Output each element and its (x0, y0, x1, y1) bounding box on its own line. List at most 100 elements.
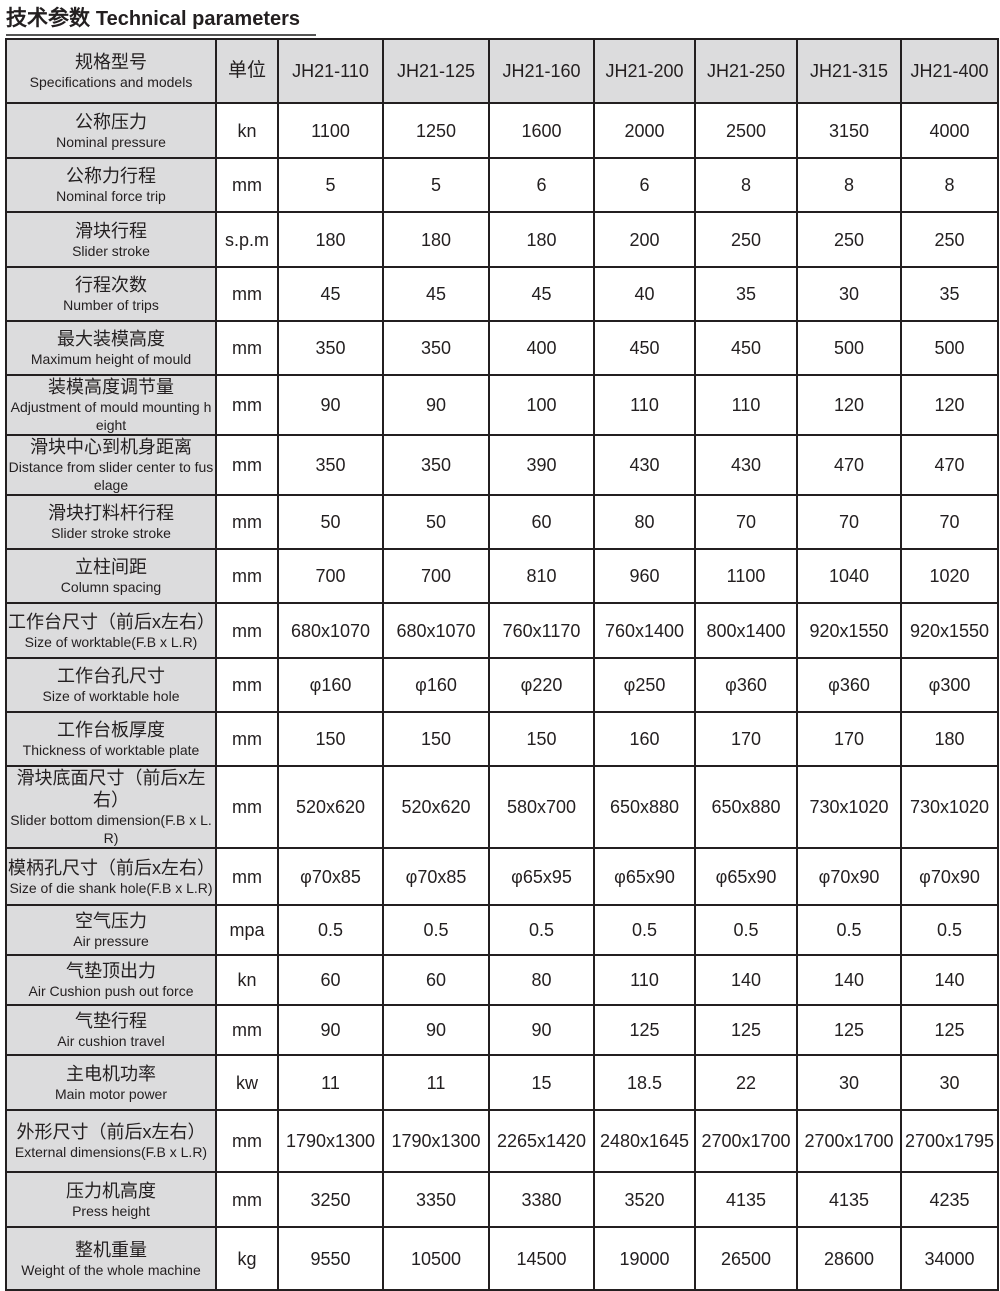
table-row: 立柱间距 Column spacing mm 700 700 810 960 1100 1040… (5, 548, 999, 604)
param-name-en: Distance from slider center to fuselage (8, 459, 214, 493)
param-name-en: Weight of the whole machine (21, 1261, 201, 1278)
param-name-zh: 工作台板厚度 (57, 720, 165, 740)
param-value: 0.5 (488, 904, 595, 956)
param-unit: mm (215, 602, 279, 659)
param-name-zh: 最大装模高度 (57, 329, 165, 349)
param-value: φ220 (488, 657, 595, 713)
table-row: 行程次数 Number of trips mm 45 45 45 40 35 30 35 (5, 266, 999, 322)
param-value: 0.5 (900, 904, 999, 956)
param-value: 2265x1420 (488, 1109, 595, 1173)
param-value: 760x1400 (593, 602, 696, 659)
param-name: 滑块打料杆行程 Slider stroke stroke (5, 494, 217, 550)
param-unit: mm (215, 1171, 279, 1228)
param-value: 180 (900, 711, 999, 767)
table-row: 装模高度调节量 Adjustment of mould mounting heig… (5, 374, 999, 436)
param-unit: kn (215, 954, 279, 1006)
param-value: 45 (488, 266, 595, 322)
param-value: 2700x1795 (900, 1109, 999, 1173)
param-value: φ70x85 (277, 847, 384, 906)
param-name-en: Slider stroke (72, 242, 150, 259)
param-value: 180 (382, 211, 490, 268)
param-unit: mm (215, 434, 279, 496)
param-value: 34000 (900, 1226, 999, 1291)
table-row: 主电机功率 Main motor power kw 11 11 15 18.5 22 30 30 (5, 1054, 999, 1111)
header-model: JH21-160 (488, 38, 595, 104)
param-value: φ160 (277, 657, 384, 713)
param-value: 3350 (382, 1171, 490, 1228)
param-name-zh: 工作台尺寸（前后x左右） (8, 611, 215, 632)
param-unit: mm (215, 320, 279, 376)
param-name: 滑块中心到机身距离 Distance from slider center to … (5, 434, 217, 496)
param-name-en: Thickness of worktable plate (22, 742, 200, 758)
param-value: 250 (900, 211, 999, 268)
table-row: 压力机高度 Press height mm 3250 3350 3380 3520 4135 4… (5, 1171, 999, 1228)
param-value: 6 (593, 157, 696, 213)
param-name: 公称力行程 Nominal force trip (5, 157, 217, 213)
param-value: 1790x1300 (277, 1109, 384, 1173)
table-row: 滑块打料杆行程 Slider stroke stroke mm 50 50 60 80 70 7… (5, 494, 999, 550)
table-row: 外形尺寸（前后x左右） External dimensions(F.B x L.R… (5, 1109, 999, 1173)
param-value: 3250 (277, 1171, 384, 1228)
param-value: 35 (694, 266, 798, 322)
param-value: φ65x90 (694, 847, 798, 906)
param-value: 140 (796, 954, 902, 1006)
param-value: φ360 (796, 657, 902, 713)
param-name-zh: 公称力行程 (66, 166, 156, 186)
param-unit: mm (215, 711, 279, 767)
param-value: 730x1020 (796, 765, 902, 849)
param-value: 0.5 (796, 904, 902, 956)
param-value: 5 (277, 157, 384, 213)
param-value: 26500 (694, 1226, 798, 1291)
param-value: 450 (694, 320, 798, 376)
param-unit: mm (215, 847, 279, 906)
param-name: 工作台尺寸（前后x左右） Size of worktable(F.B x L.R) (5, 602, 217, 659)
param-value: 520x620 (382, 765, 490, 849)
param-unit: mm (215, 548, 279, 604)
param-value: 760x1170 (488, 602, 595, 659)
param-value: 4000 (900, 102, 999, 159)
param-value: 520x620 (277, 765, 384, 849)
param-value: 1100 (694, 548, 798, 604)
param-value: 90 (382, 1004, 490, 1056)
param-name-en: Size of worktable hole (42, 688, 180, 704)
param-name: 外形尺寸（前后x左右） External dimensions(F.B x L.R… (5, 1109, 217, 1173)
param-value: φ65x95 (488, 847, 595, 906)
param-name-zh: 外形尺寸（前后x左右） (16, 1122, 206, 1142)
param-value: 60 (277, 954, 384, 1006)
param-name-zh: 工作台孔尺寸 (57, 666, 165, 686)
param-name-zh: 主电机功率 (66, 1063, 156, 1084)
param-value: 650x880 (593, 765, 696, 849)
param-value: 9550 (277, 1226, 384, 1291)
param-name-zh: 气垫行程 (75, 1011, 147, 1031)
param-value: 8 (900, 157, 999, 213)
param-unit: mpa (215, 904, 279, 956)
table-row: 滑块行程 Slider stroke s.p.m 180 180 180 200 250 250… (5, 211, 999, 268)
param-name: 工作台孔尺寸 Size of worktable hole (5, 657, 217, 713)
param-value: 700 (277, 548, 384, 604)
table-row: 模柄孔尺寸（前后x左右） Size of die shank hole(F.B x… (5, 847, 999, 906)
param-value: 19000 (593, 1226, 696, 1291)
title-zh: 技术参数 (6, 7, 90, 30)
param-value: φ70x85 (382, 847, 490, 906)
param-value: 2500 (694, 102, 798, 159)
param-name-zh: 滑块行程 (75, 220, 147, 241)
param-unit: mm (215, 494, 279, 550)
param-value: 3380 (488, 1171, 595, 1228)
param-name-zh: 压力机高度 (66, 1180, 156, 1201)
param-value: 1020 (900, 548, 999, 604)
param-name: 气垫行程 Air cushion travel (5, 1004, 217, 1056)
param-value: 1100 (277, 102, 384, 159)
param-name-zh: 装模高度调节量 (48, 377, 174, 397)
param-value: 140 (694, 954, 798, 1006)
param-value: 8 (796, 157, 902, 213)
param-value: 14500 (488, 1226, 595, 1291)
param-value: 6 (488, 157, 595, 213)
param-value: 170 (694, 711, 798, 767)
param-name-zh: 滑块打料杆行程 (48, 503, 174, 523)
param-name: 气垫顶出力 Air Cushion push out force (5, 954, 217, 1006)
param-value: 150 (277, 711, 384, 767)
param-name-zh: 行程次数 (75, 275, 147, 295)
param-name-en: Number of trips (63, 297, 159, 313)
param-unit: mm (215, 657, 279, 713)
param-value: 11 (277, 1054, 384, 1111)
